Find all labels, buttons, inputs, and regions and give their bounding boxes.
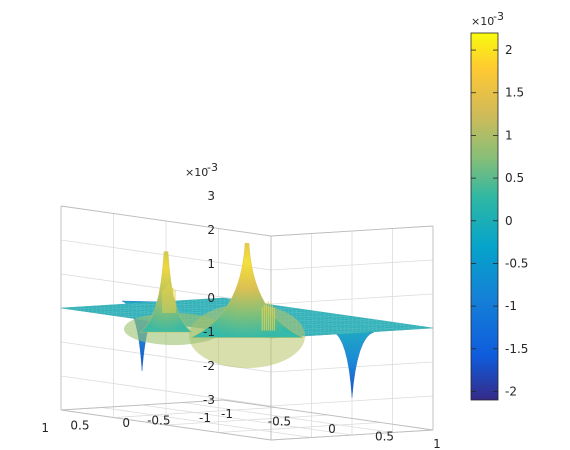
- colorbar-tick-label: 2: [505, 43, 513, 57]
- colorbar-tick-label: -0.5: [505, 256, 528, 270]
- colorbar-tick-label: 1.5: [505, 86, 524, 100]
- z-tick-label: -2: [203, 359, 215, 373]
- colorbar-gradient: [470, 32, 499, 401]
- x-tick-label: 0.5: [375, 430, 394, 444]
- axis-line: [222, 399, 434, 431]
- y-tick-label: 0: [122, 416, 130, 430]
- axis-line: [270, 225, 434, 237]
- x-tick-label: 0: [328, 422, 336, 436]
- y-tick-label: 1: [41, 421, 49, 435]
- colorbar-tick-label: 1: [505, 128, 513, 142]
- z-exponent-power: -3: [207, 161, 218, 174]
- surface-mesh: [60, 243, 434, 398]
- colorbar-tick-label: 0.5: [505, 171, 524, 185]
- axis-line: [60, 205, 272, 237]
- z-tick-label: 2: [207, 223, 215, 237]
- colorbar-tick-label: -1.5: [505, 342, 528, 356]
- y-tick-label: -0.5: [147, 414, 170, 428]
- grid-line: [270, 259, 434, 271]
- axis-line: [60, 399, 224, 411]
- z-exponent-label: ×10: [185, 166, 208, 179]
- grid-line: [141, 404, 353, 436]
- x-tick-label: -0.5: [268, 415, 291, 429]
- y-tick-label: 0.5: [70, 419, 89, 433]
- axis-line: [60, 409, 272, 441]
- grid-line: [270, 293, 434, 305]
- colorbar-tick-label: 0: [505, 214, 513, 228]
- colorbar: -2 -1.5 -1 -0.5 0 0.5 1 1.5 2 ×10-3: [470, 10, 528, 401]
- z-tick-label: -1: [203, 325, 215, 339]
- grid-line: [182, 402, 393, 433]
- colorbar-tick-label: -1: [505, 299, 517, 313]
- z-tick-label: 0: [207, 291, 215, 305]
- surface-peak: [139, 251, 193, 333]
- colorbar-exponent-label: ×10: [471, 15, 494, 28]
- x-tick-label: -1: [221, 407, 233, 421]
- grid-line: [60, 375, 272, 407]
- y-tick-label: -1: [199, 411, 211, 425]
- z-tick-label: -3: [203, 393, 215, 407]
- x-tick-label: 1: [433, 437, 441, 450]
- grid-line: [270, 395, 434, 407]
- z-tick-label: 1: [207, 257, 215, 271]
- z-tick-label: 3: [207, 189, 215, 203]
- surface-peak: [190, 243, 304, 338]
- surface-dip: [331, 330, 375, 398]
- grid-line: [101, 407, 312, 438]
- colorbar-exponent-power: -3: [493, 10, 504, 23]
- axis-line: [270, 429, 434, 441]
- colorbar-tick-label: -2: [505, 384, 517, 398]
